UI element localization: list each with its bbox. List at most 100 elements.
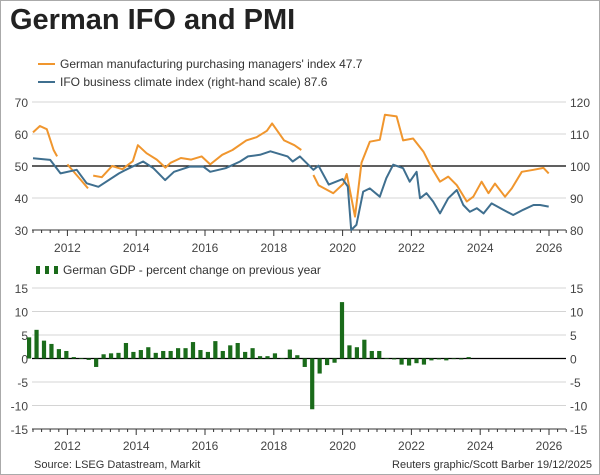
gdp-bar xyxy=(257,356,263,359)
gdp-bar xyxy=(116,352,121,359)
gdp-bar xyxy=(228,345,233,359)
gdp-bar xyxy=(347,345,352,359)
legend-item-pmi: German manufacturing purchasing managers… xyxy=(38,57,362,71)
y-right-tick-label: 120 xyxy=(570,96,590,110)
gdp-y-left-tick-label: -5 xyxy=(17,376,28,390)
gdp-bar xyxy=(243,351,248,359)
gdp-y-right-tick-label: 5 xyxy=(570,329,577,343)
gdp-bar xyxy=(265,356,270,359)
gdp-bar xyxy=(302,358,307,367)
gdp-bar xyxy=(429,358,434,361)
gdp-bar xyxy=(108,353,114,359)
gdp-bar xyxy=(310,358,315,410)
gdp-bar xyxy=(354,347,359,359)
y-left-tick-label: 40 xyxy=(15,192,29,206)
gdp-y-right-tick-label: 15 xyxy=(570,282,584,296)
gdp-bar xyxy=(213,341,218,359)
ifo-line xyxy=(32,150,549,231)
gdp-bar xyxy=(79,358,84,359)
gdp-bar xyxy=(325,358,330,366)
legend-item-ifo: IFO business climate index (right-hand s… xyxy=(38,75,327,89)
chart-title: German IFO and PMI xyxy=(10,4,296,36)
x-tick-label: 2018 xyxy=(260,439,287,453)
gdp-bar xyxy=(406,358,412,366)
pmi-swatch-icon xyxy=(38,63,55,65)
gdp-bar xyxy=(362,339,367,359)
x-tick-label: 2012 xyxy=(54,439,81,453)
gdp-bar xyxy=(235,342,240,359)
x-tick-label: 2024 xyxy=(467,241,494,255)
y-right-tick-label: 90 xyxy=(570,192,584,206)
legend-item-gdp: German GDP - percent change on previous … xyxy=(36,263,321,277)
gdp-bar xyxy=(369,350,374,359)
x-tick-label: 2022 xyxy=(398,439,425,453)
y-left-tick-label: 70 xyxy=(15,96,29,110)
gdp-swatch-icon xyxy=(45,266,49,274)
ifo-swatch-icon xyxy=(38,81,55,83)
gdp-bar xyxy=(49,343,54,359)
gdp-y-right-tick-label: -10 xyxy=(570,400,588,414)
x-tick-label: 2014 xyxy=(123,439,150,453)
x-tick-label: 2020 xyxy=(329,439,356,453)
gdp-swatch-icon xyxy=(54,266,58,274)
gdp-bar xyxy=(250,348,255,359)
gdp-bar xyxy=(64,350,69,359)
x-tick-label: 2024 xyxy=(467,439,494,453)
gdp-bar xyxy=(94,358,99,367)
y-right-tick-label: 110 xyxy=(570,128,589,142)
gdp-bar xyxy=(86,358,91,360)
x-tick-label: 2018 xyxy=(260,241,287,255)
x-tick-label: 2012 xyxy=(54,241,81,255)
gdp-bar xyxy=(56,349,61,359)
gdp-y-left-tick-label: -10 xyxy=(11,400,29,414)
gdp-bar xyxy=(34,329,39,359)
gdp-y-left-tick-label: 15 xyxy=(15,282,29,296)
gdp-y-right-tick-label: 0 xyxy=(570,353,577,367)
gdp-bar xyxy=(220,350,225,359)
pmi-line xyxy=(32,113,550,218)
y-right-tick-label: 100 xyxy=(570,160,590,174)
gdp-bar xyxy=(295,355,300,359)
gdp-bar xyxy=(384,358,389,359)
gdp-bar xyxy=(332,358,337,363)
gdp-bar xyxy=(123,342,129,359)
legend-pmi-label: German manufacturing purchasing managers… xyxy=(60,57,363,71)
gdp-bar xyxy=(131,351,136,359)
gdp-bar xyxy=(436,358,441,360)
gdp-bar xyxy=(392,358,397,360)
x-tick-label: 2016 xyxy=(192,241,219,255)
gdp-bar xyxy=(205,351,210,359)
gdp-bar xyxy=(272,353,278,359)
gdp-bar xyxy=(444,358,449,361)
gdp-y-right-tick-label: -5 xyxy=(570,376,581,390)
y-left-tick-label: 30 xyxy=(15,224,29,238)
x-tick-label: 2022 xyxy=(398,241,425,255)
gdp-bar xyxy=(146,347,151,359)
gdp-y-left-tick-label: 10 xyxy=(15,306,29,320)
credit-note: Reuters graphic/Scott Barber 19/12/2025 xyxy=(392,459,592,471)
gdp-bar xyxy=(183,348,188,359)
gdp-bar xyxy=(41,340,47,359)
gdp-swatch-icon xyxy=(36,266,40,274)
gdp-y-left-tick-label: -15 xyxy=(11,423,29,437)
x-tick-label: 2016 xyxy=(192,439,219,453)
gdp-bar xyxy=(101,354,106,359)
gdp-bar xyxy=(287,349,292,359)
gdp-bar xyxy=(317,358,322,374)
y-left-tick-label: 60 xyxy=(15,128,29,142)
gdp-bar xyxy=(377,350,382,359)
gdp-bar xyxy=(27,337,32,359)
gdp-bar xyxy=(459,358,464,360)
legend-gdp-label: German GDP - percent change on previous … xyxy=(63,263,321,277)
gdp-bar xyxy=(414,358,419,364)
gdp-bar xyxy=(71,357,76,359)
source-note: Source: LSEG Datastream, Markit xyxy=(34,459,201,471)
gdp-y-left-tick-label: 0 xyxy=(21,353,28,367)
x-tick-label: 2026 xyxy=(536,241,563,255)
legend-ifo-label: IFO business climate index (right-hand s… xyxy=(60,75,328,89)
gdp-bar xyxy=(451,358,456,360)
gdp-bar xyxy=(161,350,166,359)
gdp-y-left-tick-label: 5 xyxy=(21,329,28,343)
gdp-y-right-tick-label: 10 xyxy=(570,306,584,320)
